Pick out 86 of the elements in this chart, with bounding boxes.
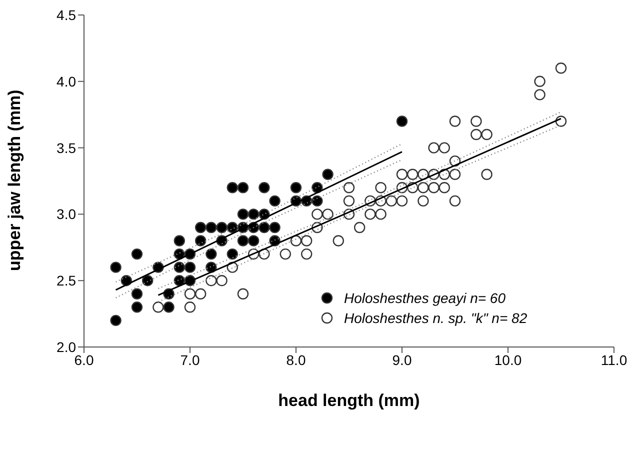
x-tick-label: 7.0 — [180, 352, 200, 368]
point — [226, 248, 238, 260]
point — [195, 235, 206, 246]
point — [226, 222, 238, 234]
point — [428, 142, 440, 154]
point — [174, 262, 185, 273]
point — [428, 182, 440, 194]
point — [269, 222, 280, 234]
point — [216, 275, 228, 286]
x-tick-label: 9.0 — [392, 352, 412, 368]
point — [375, 208, 386, 220]
x-tick-label: 8.0 — [286, 352, 306, 368]
point — [269, 195, 280, 207]
point — [152, 302, 164, 313]
point — [237, 235, 249, 246]
point — [555, 62, 567, 74]
point — [301, 248, 312, 260]
point — [438, 142, 450, 154]
point — [449, 195, 461, 207]
point — [248, 208, 260, 220]
point — [396, 195, 408, 207]
point — [195, 222, 206, 234]
point — [110, 314, 122, 326]
point — [258, 222, 270, 234]
point — [396, 168, 408, 180]
point — [163, 302, 174, 313]
point — [386, 195, 397, 207]
point — [343, 195, 355, 207]
y-tick-label: 2.0 — [56, 338, 76, 355]
point — [534, 76, 546, 87]
point — [449, 116, 461, 127]
point — [534, 89, 546, 100]
point — [184, 262, 196, 273]
y-tick-label: 3.5 — [56, 140, 76, 156]
point — [470, 128, 482, 140]
point — [216, 222, 228, 234]
point — [110, 262, 122, 273]
point — [206, 222, 217, 234]
point — [481, 128, 492, 140]
point — [312, 208, 323, 220]
legend-label: Holoshesthes geayi n= 60 — [344, 289, 506, 308]
point — [418, 182, 429, 194]
point — [206, 275, 217, 286]
point — [449, 168, 461, 180]
point — [131, 302, 143, 313]
point — [332, 235, 344, 246]
point — [312, 195, 323, 207]
point — [237, 182, 249, 194]
y-tick-label: 2.5 — [56, 272, 76, 289]
x-tick-label: 10.0 — [494, 352, 522, 368]
point — [280, 248, 291, 260]
x-tick-label: 11.0 — [600, 352, 628, 368]
point — [131, 248, 143, 260]
point — [195, 288, 206, 300]
x-axis-title: head length (mm) — [278, 391, 420, 410]
point — [418, 195, 429, 207]
point — [237, 208, 249, 220]
point — [375, 182, 386, 194]
point — [438, 182, 450, 194]
y-tick-label: 4.0 — [56, 73, 76, 90]
point — [354, 222, 366, 234]
y-tick-label: 3.0 — [56, 206, 76, 222]
y-tick-label: 4.5 — [56, 6, 76, 23]
point — [237, 288, 249, 300]
point — [364, 208, 376, 220]
point — [174, 235, 185, 246]
legend-label: Holoshesthes n. sp. "k" n= 82 — [344, 309, 528, 328]
point — [258, 182, 270, 194]
point — [142, 275, 154, 286]
point — [407, 168, 418, 180]
point — [396, 116, 408, 127]
point — [322, 208, 334, 220]
point — [248, 235, 260, 246]
y-axis-title: upper jaw length (mm) — [5, 90, 24, 271]
point — [481, 168, 492, 180]
point — [226, 182, 238, 194]
point — [290, 182, 302, 194]
x-tick-label: 6.0 — [74, 352, 94, 368]
point — [470, 116, 482, 127]
point — [206, 248, 217, 260]
point — [322, 168, 334, 180]
point — [131, 288, 143, 300]
point — [343, 182, 355, 194]
point — [301, 235, 312, 246]
point — [184, 302, 196, 313]
point — [184, 288, 196, 300]
